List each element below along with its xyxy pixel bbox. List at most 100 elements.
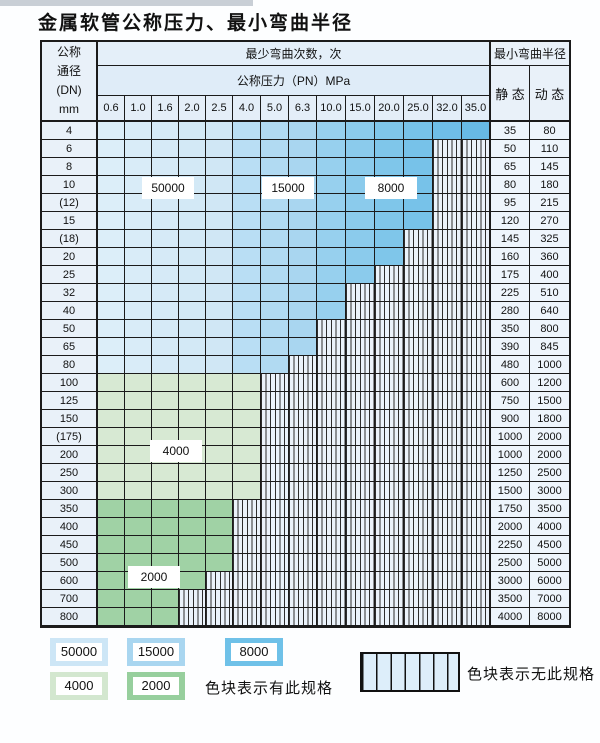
grid-cell-no-spec: [289, 410, 317, 428]
corner-line4: mm: [59, 102, 79, 116]
grid-cell-no-spec: [317, 536, 346, 554]
nominal-pressure-header: 公称压力（PN）MPa: [98, 66, 491, 96]
grid-cell-no-spec: [462, 194, 491, 212]
dynamic-value: 4000: [530, 518, 569, 536]
grid-cell-no-spec: [375, 356, 404, 374]
grid-cell-spec: [317, 158, 346, 176]
grid-cell-no-spec: [206, 572, 233, 590]
grid-cell-spec: [179, 482, 206, 500]
grid-cell-spec: [125, 518, 152, 536]
page-title: 金属软管公称压力、最小弯曲半径: [38, 12, 354, 34]
grid-cell-spec: [317, 122, 346, 140]
grid-cell-no-spec: [375, 482, 404, 500]
dn-label: (18): [42, 230, 98, 248]
static-value: 225: [491, 284, 530, 302]
grid-cell-no-spec: [261, 392, 289, 410]
grid-cell-spec: [233, 464, 261, 482]
grid-cell-no-spec: [462, 230, 491, 248]
grid-cell-no-spec: [462, 320, 491, 338]
static-value: 1500: [491, 482, 530, 500]
grid-cell-no-spec: [433, 230, 462, 248]
grid-cell-no-spec: [433, 320, 462, 338]
grid-cell-spec: [317, 212, 346, 230]
grid-cell-no-spec: [404, 410, 433, 428]
grid-cell-spec: [317, 176, 346, 194]
grid-cell-no-spec: [462, 392, 491, 410]
grid-cell-no-spec: [261, 518, 289, 536]
grid-cell-spec: [125, 410, 152, 428]
grid-cell-no-spec: [317, 482, 346, 500]
grid-cell-spec: [179, 302, 206, 320]
dynamic-value: 80: [530, 122, 569, 140]
dn-label: 800: [42, 608, 98, 626]
grid-cell-spec: [206, 248, 233, 266]
grid-cell-no-spec: [346, 464, 375, 482]
grid-cell-spec: [98, 536, 125, 554]
dn-label: 8: [42, 158, 98, 176]
grid-cell-no-spec: [233, 500, 261, 518]
static-value: 1250: [491, 464, 530, 482]
grid-cell-no-spec: [317, 374, 346, 392]
grid-cell-spec: [179, 140, 206, 158]
grid-cell-spec: [206, 230, 233, 248]
grid-cell-spec: [233, 392, 261, 410]
grid-cell-no-spec: [346, 554, 375, 572]
grid-cell-spec: [233, 482, 261, 500]
grid-cell-spec: [179, 212, 206, 230]
dynamic-header: 动 态: [530, 66, 569, 122]
grid-cell-no-spec: [404, 266, 433, 284]
grid-cell-spec: [375, 158, 404, 176]
grid-cell-no-spec: [317, 338, 346, 356]
grid-cell-spec: [98, 122, 125, 140]
grid-cell-spec: [152, 518, 179, 536]
grid-cell-no-spec: [261, 428, 289, 446]
grid-cell-spec: [125, 302, 152, 320]
grid-cell-spec: [125, 212, 152, 230]
static-value: 160: [491, 248, 530, 266]
grid-cell-no-spec: [375, 608, 404, 626]
grid-cell-no-spec: [346, 338, 375, 356]
grid-cell-no-spec: [433, 356, 462, 374]
grid-cell-spec: [152, 536, 179, 554]
grid-cell-no-spec: [289, 482, 317, 500]
grid-cell-no-spec: [233, 554, 261, 572]
grid-cell-no-spec: [433, 374, 462, 392]
grid-cell-no-spec: [233, 518, 261, 536]
grid-cell-no-spec: [404, 590, 433, 608]
grid-cell-no-spec: [317, 500, 346, 518]
grid-cell-no-spec: [206, 608, 233, 626]
legend-swatch-4000-label: 4000: [56, 677, 102, 695]
grid-cell-spec: [98, 428, 125, 446]
grid-cell-no-spec: [375, 554, 404, 572]
grid-cell-spec: [233, 284, 261, 302]
dynamic-value: 1800: [530, 410, 569, 428]
grid-cell-spec: [289, 140, 317, 158]
dn-label: 125: [42, 392, 98, 410]
dynamic-value: 3500: [530, 500, 569, 518]
grid-cell-no-spec: [404, 248, 433, 266]
grid-cell-no-spec: [375, 302, 404, 320]
grid-cell-spec: [98, 464, 125, 482]
legend-swatch-4000: 4000: [50, 672, 108, 700]
grid-cell-no-spec: [433, 410, 462, 428]
grid-cell-spec: [375, 140, 404, 158]
dn-label: 450: [42, 536, 98, 554]
grid-cell-spec: [125, 590, 152, 608]
grid-cell-no-spec: [433, 392, 462, 410]
grid-cell-spec: [404, 158, 433, 176]
grid-cell-spec: [346, 230, 375, 248]
static-value: 1000: [491, 428, 530, 446]
static-value: 350: [491, 320, 530, 338]
grid-cell-spec: [179, 158, 206, 176]
grid-cell-spec: [125, 500, 152, 518]
grid-cell-no-spec: [462, 554, 491, 572]
grid-cell-spec: [233, 194, 261, 212]
grid-cell-spec: [261, 356, 289, 374]
grid-cell-no-spec: [375, 392, 404, 410]
grid-cell-no-spec: [375, 518, 404, 536]
grid-cell-no-spec: [433, 464, 462, 482]
dn-label: 32: [42, 284, 98, 302]
grid-cell-no-spec: [462, 176, 491, 194]
grid-cell-spec: [375, 230, 404, 248]
grid-cell-no-spec: [317, 392, 346, 410]
